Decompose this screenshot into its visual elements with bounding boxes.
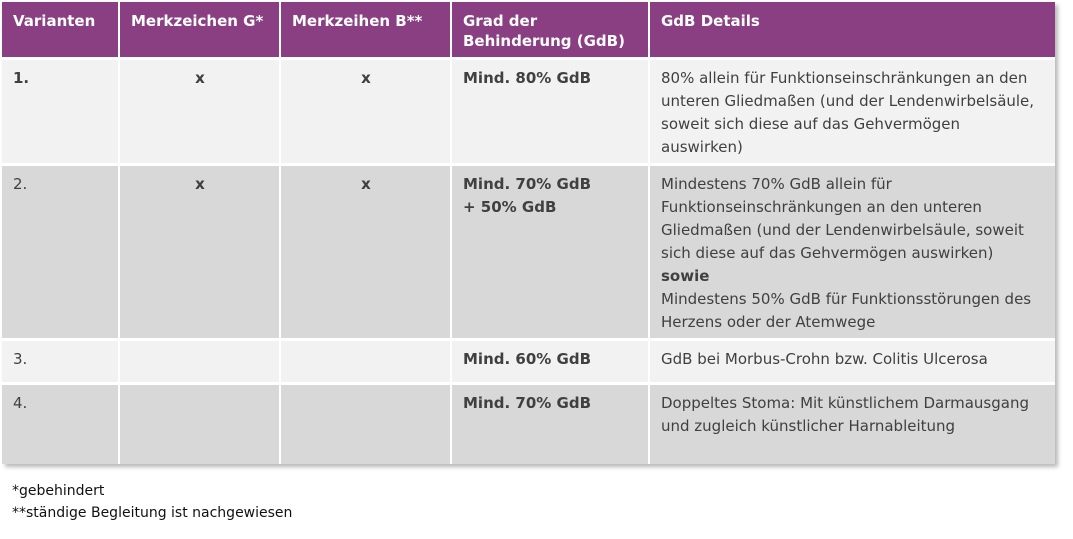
cell-gdb-line-1: Mind. 60% GdB xyxy=(463,350,592,368)
cell-gdb: Mind. 70% GdB xyxy=(451,382,650,464)
footnote-b: **ständige Begleitung ist nachgewiesen xyxy=(12,505,293,521)
cell-merkzeichen-g: x xyxy=(119,163,281,340)
cell-gdb-line-1: Mind. 70% GdB xyxy=(463,175,592,193)
cell-merkzeichen-b: x xyxy=(280,57,452,165)
cell-details-conjunction: sowie xyxy=(661,267,710,285)
header-grad-der-behinderung: Grad der Behinderung (GdB) xyxy=(451,2,650,59)
cell-merkzeichen-b xyxy=(280,382,452,464)
cell-variant: 3. xyxy=(2,338,120,384)
header-varianten: Varianten xyxy=(2,2,120,59)
cell-gdb-line-1: Mind. 70% GdB xyxy=(463,394,592,412)
cell-merkzeichen-b xyxy=(280,338,452,384)
header-gdb-details: GdB Details xyxy=(649,2,1055,59)
table-row: 2. x x Mind. 70% GdB + 50% GdB Mindesten… xyxy=(2,163,1055,340)
cell-merkzeichen-b: x xyxy=(280,163,452,340)
cell-details-text: 80% allein für Funktionseinschränkungen … xyxy=(661,69,1035,156)
cell-details-text-2: Mindestens 50% GdB für Funktionsstörunge… xyxy=(661,290,1032,331)
cell-gdb-line-1: Mind. 80% GdB xyxy=(463,69,592,87)
gdb-table-container: Varianten Merkzeichen G* Merkzeihen B** … xyxy=(2,2,1055,464)
cell-gdb-line-2: + 50% GdB xyxy=(463,198,557,216)
footnote-g: *gebehindert xyxy=(12,483,105,499)
cell-gdb: Mind. 60% GdB xyxy=(451,338,650,384)
gdb-table: Varianten Merkzeichen G* Merkzeihen B** … xyxy=(2,2,1055,464)
cell-details-text: Mindestens 70% GdB allein für Funktionse… xyxy=(661,175,1024,262)
table-row: 3. Mind. 60% GdB GdB bei Morbus-Crohn bz… xyxy=(2,338,1055,384)
cell-details-text: GdB bei Morbus-Crohn bzw. Colitis Ulcero… xyxy=(661,350,988,368)
cell-details: Mindestens 70% GdB allein für Funktionse… xyxy=(649,163,1055,340)
header-merkzeichen-b: Merkzeihen B** xyxy=(280,2,452,59)
cell-gdb: Mind. 80% GdB xyxy=(451,57,650,165)
cell-merkzeichen-g xyxy=(119,338,281,384)
cell-details: GdB bei Morbus-Crohn bzw. Colitis Ulcero… xyxy=(649,338,1055,384)
cell-variant: 2. xyxy=(2,163,120,340)
cell-details: 80% allein für Funktionseinschränkungen … xyxy=(649,57,1055,165)
table-row: 4. Mind. 70% GdB Doppeltes Stoma: Mit kü… xyxy=(2,382,1055,464)
cell-variant: 1. xyxy=(2,57,120,165)
cell-variant: 4. xyxy=(2,382,120,464)
cell-gdb: Mind. 70% GdB + 50% GdB xyxy=(451,163,650,340)
table-header-row: Varianten Merkzeichen G* Merkzeihen B** … xyxy=(2,2,1055,59)
cell-merkzeichen-g: x xyxy=(119,57,281,165)
cell-merkzeichen-g xyxy=(119,382,281,464)
cell-details-text: Doppeltes Stoma: Mit künstlichem Darmaus… xyxy=(661,394,1029,435)
table-row: 1. x x Mind. 80% GdB 80% allein für Funk… xyxy=(2,57,1055,165)
header-merkzeichen-g: Merkzeichen G* xyxy=(119,2,281,59)
footnotes: *gebehindert **ständige Begleitung ist n… xyxy=(12,480,292,524)
cell-details: Doppeltes Stoma: Mit künstlichem Darmaus… xyxy=(649,382,1055,464)
